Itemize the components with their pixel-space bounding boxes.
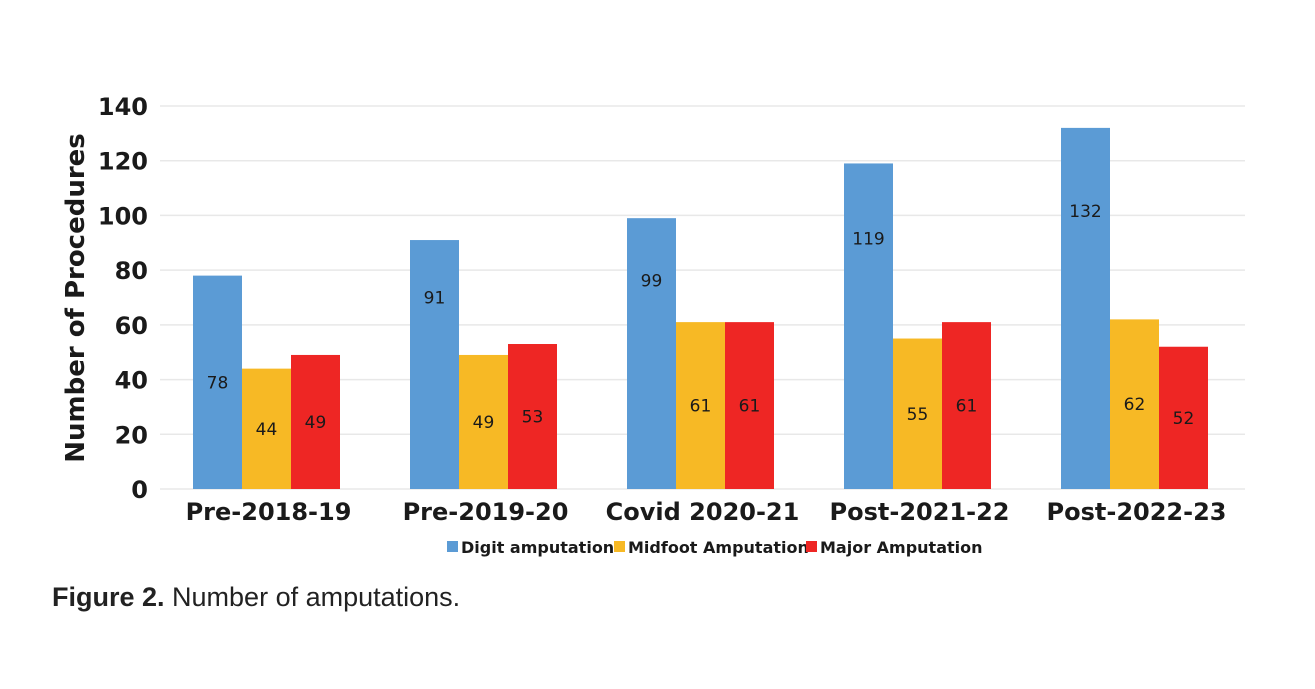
bar bbox=[1061, 127, 1110, 489]
legend-label: Digit amputation bbox=[461, 538, 614, 557]
data-label: 62 bbox=[1124, 395, 1146, 415]
bar bbox=[627, 218, 676, 489]
y-tick-label: 20 bbox=[115, 421, 148, 449]
figure-caption: Figure 2. Number of amputations. bbox=[52, 582, 460, 613]
bar bbox=[410, 240, 459, 489]
data-label: 132 bbox=[1069, 202, 1101, 222]
figure-caption-label: Figure 2. bbox=[52, 582, 165, 612]
bar bbox=[1110, 319, 1159, 489]
x-tick-label: Covid 2020-21 bbox=[606, 498, 800, 526]
bar bbox=[508, 344, 557, 489]
y-axis-title: Number of Procedures bbox=[61, 133, 91, 463]
bar bbox=[242, 368, 291, 489]
y-tick-label: 60 bbox=[115, 312, 148, 340]
legend-swatch bbox=[447, 541, 458, 552]
bar bbox=[844, 163, 893, 489]
x-tick-label: Pre-2019-20 bbox=[403, 498, 569, 526]
data-label: 55 bbox=[907, 405, 929, 425]
x-tick-label: Pre-2018-19 bbox=[186, 498, 352, 526]
bar bbox=[459, 354, 508, 489]
bar bbox=[291, 354, 340, 489]
data-label: 78 bbox=[207, 373, 229, 393]
y-tick-label: 100 bbox=[98, 202, 148, 230]
legend-label: Major Amputation bbox=[820, 538, 983, 557]
data-label: 49 bbox=[473, 413, 495, 433]
bar bbox=[193, 275, 242, 489]
x-tick-label: Post-2021-22 bbox=[830, 498, 1010, 526]
y-tick-label: 140 bbox=[98, 93, 148, 121]
data-label: 53 bbox=[522, 408, 544, 428]
bar bbox=[942, 322, 991, 489]
bar bbox=[1159, 346, 1208, 489]
bar bbox=[893, 338, 942, 489]
data-label: 91 bbox=[424, 288, 446, 308]
data-label: 99 bbox=[641, 271, 663, 291]
data-label: 61 bbox=[690, 397, 712, 417]
figure-caption-text: Number of amputations. bbox=[164, 582, 461, 612]
data-label: 61 bbox=[739, 397, 761, 417]
bar bbox=[725, 322, 774, 489]
legend-label: Midfoot Amputation bbox=[628, 538, 809, 557]
y-tick-label: 120 bbox=[98, 148, 148, 176]
data-label: 119 bbox=[852, 229, 884, 249]
legend-swatch bbox=[614, 541, 625, 552]
bar bbox=[676, 322, 725, 489]
y-tick-label: 40 bbox=[115, 367, 148, 395]
x-tick-label: Post-2022-23 bbox=[1047, 498, 1227, 526]
data-label: 61 bbox=[956, 397, 978, 417]
data-label: 44 bbox=[256, 420, 278, 440]
data-label: 52 bbox=[1173, 409, 1195, 429]
y-tick-label: 80 bbox=[115, 257, 148, 285]
legend-swatch bbox=[806, 541, 817, 552]
y-tick-label: 0 bbox=[131, 476, 148, 504]
data-label: 49 bbox=[305, 413, 327, 433]
